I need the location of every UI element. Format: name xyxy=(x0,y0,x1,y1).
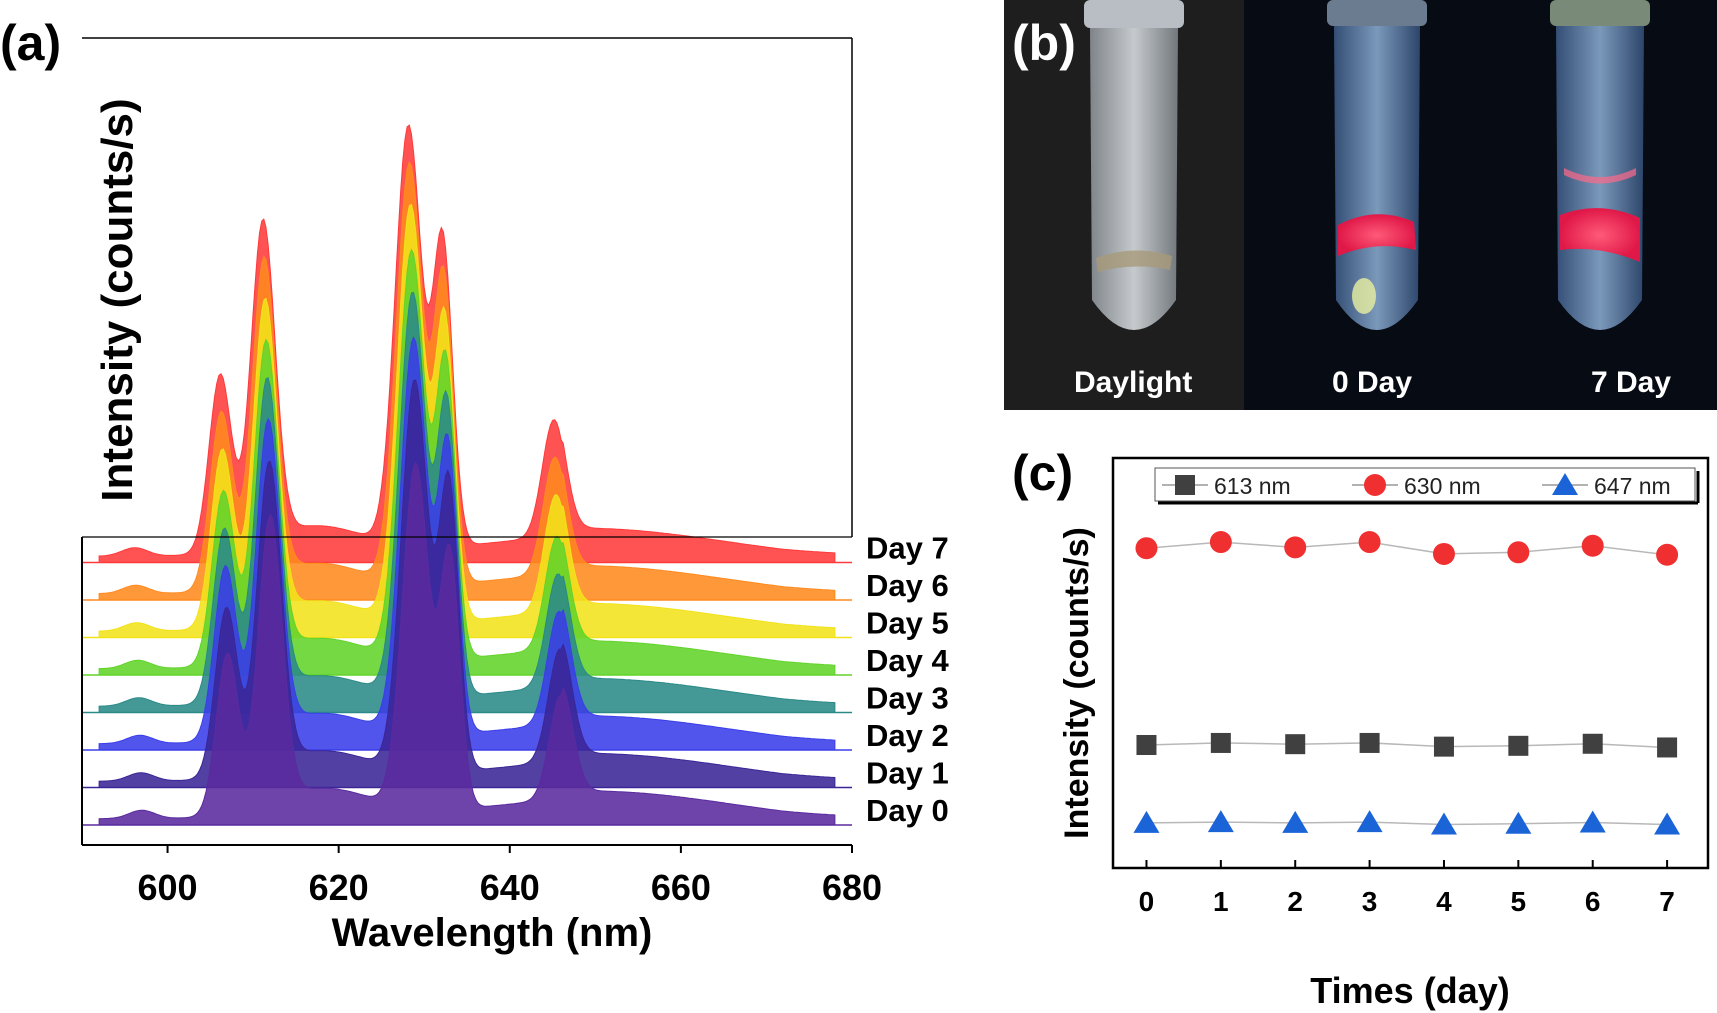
panel-b-label: (b) xyxy=(1012,15,1076,71)
caption-0-day: 0 Day xyxy=(1332,366,1413,399)
data-point-647-nm xyxy=(1430,812,1457,835)
chart-a-x-tick-label: 620 xyxy=(309,867,369,908)
data-point-647-nm xyxy=(1505,811,1532,834)
chart-a-x-ticks: 600 620 640 660 680 xyxy=(138,845,882,908)
tube-photograph: Daylight 0 Day 7 Day xyxy=(1004,0,1717,410)
legend-marker-630-nm xyxy=(1364,474,1386,496)
data-point-647-nm xyxy=(1207,810,1234,833)
data-point-647-nm xyxy=(1133,810,1160,833)
data-point-630-nm xyxy=(1135,537,1158,560)
data-point-613-nm xyxy=(1582,733,1603,754)
chart-c-legend: 613 nm 630 nm 647 nm xyxy=(1154,467,1700,505)
series-line-613-nm xyxy=(1146,742,1668,749)
tube-day-0 xyxy=(1327,0,1427,330)
series-label-day-2: Day 2 xyxy=(866,718,949,753)
data-point-613-nm xyxy=(1285,734,1306,755)
chart-a-x-axis-label: Wavelength (nm) xyxy=(332,911,653,955)
legend-label-647-nm: 647 nm xyxy=(1594,473,1671,499)
chart-c-plot-frame xyxy=(1111,456,1710,870)
series-fill-day-7 xyxy=(98,124,836,563)
chart-c-x-tick-label: 5 xyxy=(1511,886,1527,917)
chart-a-x-tick-label: 640 xyxy=(480,867,540,908)
chart-c-x-tick-label: 4 xyxy=(1436,886,1452,917)
chart-a-series-fills xyxy=(82,124,852,826)
legend-marker-647-nm xyxy=(1552,473,1578,495)
data-point-630-nm xyxy=(1656,543,1679,566)
panel-a-label: (a) xyxy=(0,15,62,71)
panel-c-label: (c) xyxy=(1012,445,1074,501)
series-label-day-6: Day 6 xyxy=(866,568,949,603)
series-fill-day-6 xyxy=(98,160,836,601)
data-point-613-nm xyxy=(1359,732,1380,753)
series-fill-day-0 xyxy=(98,461,836,826)
series-label-day-4: Day 4 xyxy=(866,643,949,678)
data-point-613-nm xyxy=(1210,732,1231,753)
chart-c-x-tick-label: 2 xyxy=(1287,886,1303,917)
chart-c-y-axis-label: Intensity (counts/s) xyxy=(1058,527,1096,839)
data-point-630-nm xyxy=(1581,534,1604,557)
data-point-630-nm xyxy=(1358,531,1381,554)
caption-7-day: 7 Day xyxy=(1591,366,1672,399)
data-point-647-nm xyxy=(1654,812,1681,835)
legend-label-630-nm: 630 nm xyxy=(1404,473,1481,499)
tube-daylight xyxy=(1084,0,1184,330)
chart-c-x-axis-label: Times (day) xyxy=(1310,970,1509,1011)
chart-c-legend-box xyxy=(1154,467,1696,502)
chart-a-x-tick-label: 680 xyxy=(822,867,882,908)
chart-c-x-tick-label: 7 xyxy=(1659,886,1675,917)
data-point-613-nm xyxy=(1433,736,1454,757)
chart-a-x-tick-label: 600 xyxy=(138,867,198,908)
tube-day-7 xyxy=(1550,0,1650,330)
series-line-630-nm xyxy=(1146,541,1668,556)
series-label-day-7: Day 7 xyxy=(866,531,949,566)
data-point-647-nm xyxy=(1579,810,1606,833)
chart-c-x-tick-label: 0 xyxy=(1139,886,1155,917)
chart-c-x-tick-label: 3 xyxy=(1362,886,1378,917)
series-label-day-3: Day 3 xyxy=(866,681,949,716)
chart-a-y-axis-label: Intensity (counts/s) xyxy=(93,98,142,501)
data-point-613-nm xyxy=(1657,737,1678,758)
data-point-647-nm xyxy=(1282,810,1309,833)
chart-c-x-tick-label: 1 xyxy=(1213,886,1229,917)
series-label-day-5: Day 5 xyxy=(866,606,949,641)
chart-c-legend-items: 613 nm 630 nm 647 nm xyxy=(1162,473,1671,499)
data-point-630-nm xyxy=(1507,541,1530,564)
data-point-613-nm xyxy=(1508,735,1529,756)
series-label-day-0: Day 0 xyxy=(866,793,949,828)
series-label-day-1: Day 1 xyxy=(866,756,949,791)
tube-photo-drawing xyxy=(1004,0,1717,410)
chart-c-x-ticks: 0 1 2 3 4 5 6 7 xyxy=(1139,860,1675,917)
uv-background xyxy=(1244,0,1717,410)
data-point-647-nm xyxy=(1356,810,1383,833)
caption-daylight: Daylight xyxy=(1074,366,1193,399)
data-point-630-nm xyxy=(1209,531,1232,554)
data-point-630-nm xyxy=(1432,542,1455,565)
legend-marker-613-nm xyxy=(1175,475,1195,495)
chart-c-x-tick-label: 6 xyxy=(1585,886,1601,917)
chart-c-markers xyxy=(1133,531,1681,835)
data-point-613-nm xyxy=(1136,735,1157,755)
series-line-647-nm xyxy=(1146,821,1668,826)
chart-a-x-tick-label: 660 xyxy=(651,867,711,908)
legend-label-613-nm: 613 nm xyxy=(1214,473,1291,499)
chart-c-series-lines xyxy=(1146,541,1668,826)
data-point-630-nm xyxy=(1284,536,1307,559)
